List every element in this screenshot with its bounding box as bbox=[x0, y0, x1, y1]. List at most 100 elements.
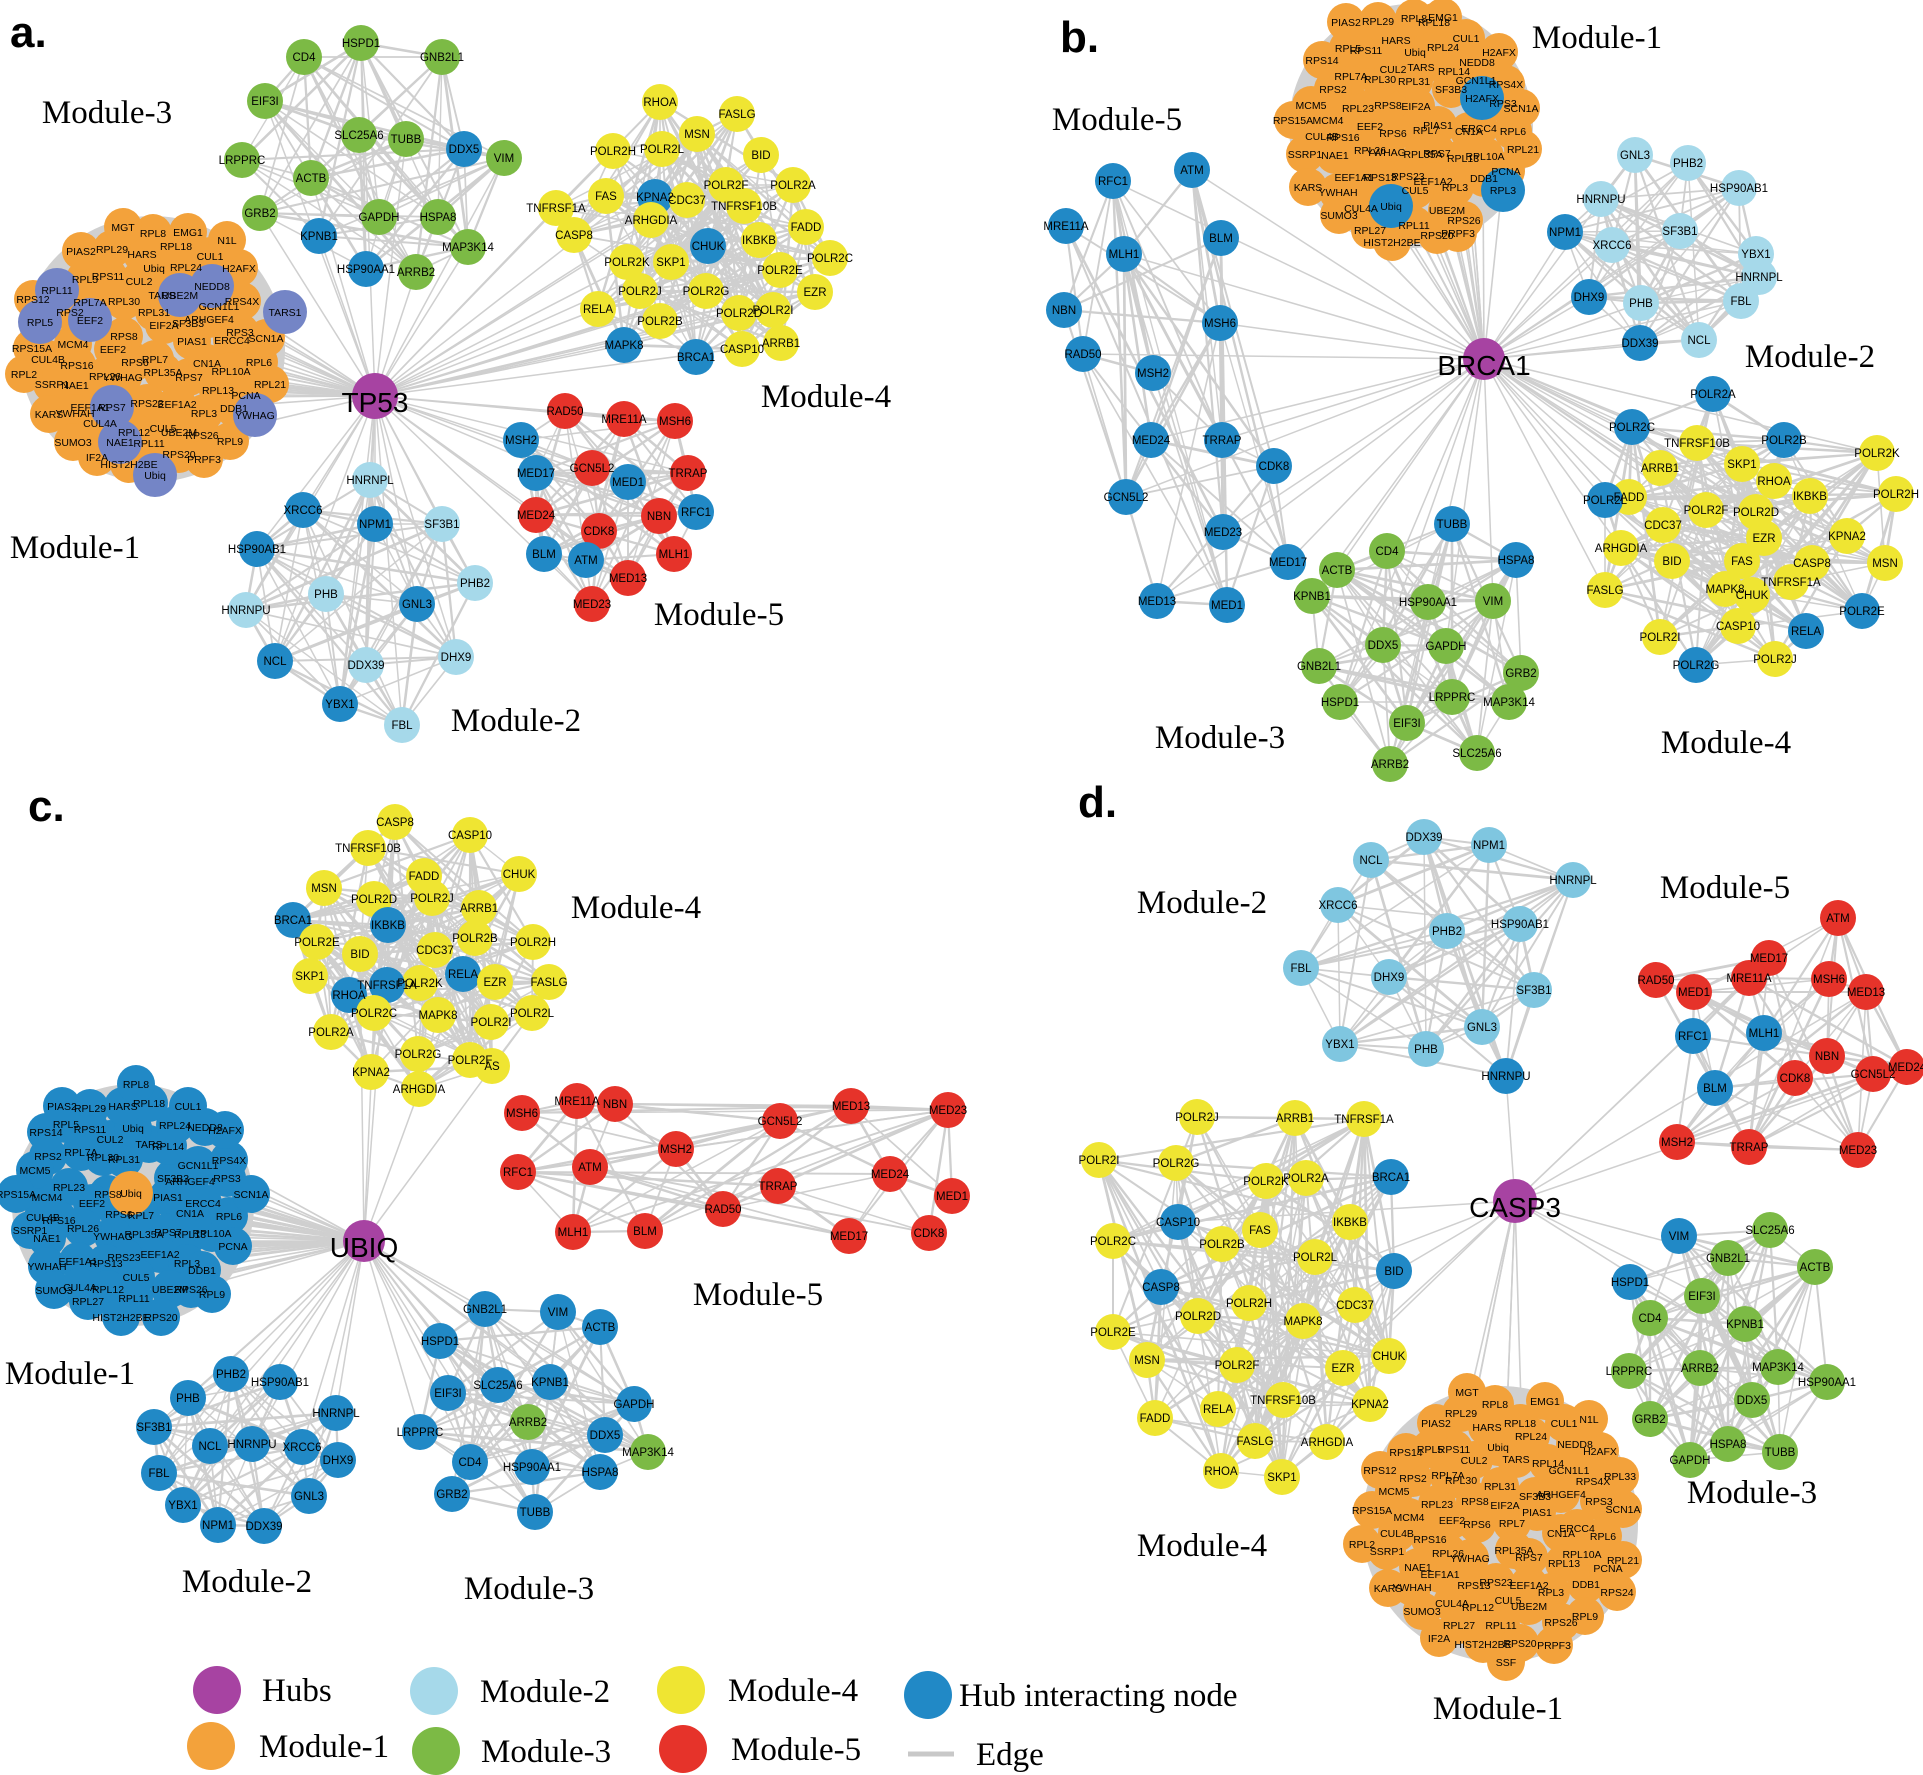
svg-text:MED1: MED1 bbox=[1678, 987, 1710, 999]
svg-text:POLR2L: POLR2L bbox=[1583, 495, 1628, 507]
svg-text:TARS: TARS bbox=[148, 290, 175, 302]
svg-text:POLR2H: POLR2H bbox=[590, 146, 636, 158]
svg-text:TNFRSF1A: TNFRSF1A bbox=[1761, 577, 1821, 589]
svg-text:MED24: MED24 bbox=[871, 1169, 910, 1181]
svg-text:MLH1: MLH1 bbox=[1109, 249, 1140, 261]
svg-text:HSP90AA1: HSP90AA1 bbox=[337, 264, 395, 276]
svg-text:RPS6: RPS6 bbox=[1379, 128, 1407, 140]
svg-text:MAPK8: MAPK8 bbox=[1284, 1316, 1323, 1328]
svg-text:EMG1: EMG1 bbox=[1428, 12, 1458, 24]
svg-text:RAD50: RAD50 bbox=[546, 406, 583, 418]
svg-text:GNB2L1: GNB2L1 bbox=[1297, 661, 1341, 673]
svg-text:ERCC4: ERCC4 bbox=[1559, 1523, 1595, 1535]
svg-text:RPL27: RPL27 bbox=[72, 1296, 104, 1308]
svg-text:CUL1: CUL1 bbox=[1551, 1418, 1578, 1430]
svg-text:KPNB1: KPNB1 bbox=[531, 1377, 569, 1389]
svg-text:ARRB2: ARRB2 bbox=[509, 1417, 547, 1429]
svg-text:RPL13: RPL13 bbox=[1447, 153, 1479, 165]
svg-text:RPL21: RPL21 bbox=[1607, 1555, 1639, 1567]
svg-text:MSH2: MSH2 bbox=[1661, 1137, 1693, 1149]
svg-text:MCM4: MCM4 bbox=[32, 1192, 63, 1204]
svg-text:CDC37: CDC37 bbox=[1336, 1300, 1374, 1312]
svg-text:RPL3: RPL3 bbox=[174, 1258, 200, 1270]
svg-text:RPS4X: RPS4X bbox=[212, 1155, 246, 1167]
svg-text:ATM: ATM bbox=[1826, 913, 1849, 925]
svg-text:CHUK: CHUK bbox=[1736, 590, 1769, 602]
svg-text:POLR2C: POLR2C bbox=[351, 1008, 397, 1020]
svg-text:Ubiq: Ubiq bbox=[143, 263, 165, 275]
svg-text:YBX1: YBX1 bbox=[1325, 1039, 1354, 1051]
svg-text:TARS: TARS bbox=[135, 1139, 162, 1151]
svg-text:RPL7A: RPL7A bbox=[73, 297, 106, 309]
svg-text:UBE2M: UBE2M bbox=[152, 1284, 188, 1296]
svg-text:NEDD8: NEDD8 bbox=[194, 281, 230, 293]
svg-text:HNRNPL: HNRNPL bbox=[1735, 272, 1783, 284]
svg-text:DDX5: DDX5 bbox=[1737, 1395, 1768, 1407]
svg-text:CDK8: CDK8 bbox=[1259, 461, 1290, 473]
svg-text:CASP10: CASP10 bbox=[720, 344, 764, 356]
svg-text:GAPDH: GAPDH bbox=[1670, 1455, 1711, 1467]
svg-text:Module-3: Module-3 bbox=[1687, 1475, 1817, 1511]
svg-text:POLR2D: POLR2D bbox=[1175, 1311, 1221, 1323]
svg-text:MED17: MED17 bbox=[1750, 953, 1788, 965]
svg-text:DDX5: DDX5 bbox=[449, 144, 480, 156]
svg-text:RPL7: RPL7 bbox=[142, 354, 168, 366]
svg-text:CN1A: CN1A bbox=[1547, 1528, 1575, 1540]
svg-text:RPL30: RPL30 bbox=[1445, 1475, 1477, 1487]
svg-text:CUL4A: CUL4A bbox=[1435, 1598, 1469, 1610]
svg-text:YWHAG: YWHAG bbox=[93, 1231, 133, 1243]
svg-text:XRCC6: XRCC6 bbox=[284, 505, 323, 517]
svg-text:POLR2J: POLR2J bbox=[410, 893, 453, 905]
svg-text:EIF2A: EIF2A bbox=[1490, 1500, 1519, 1512]
svg-text:SSRP1: SSRP1 bbox=[35, 379, 70, 391]
svg-text:YWHAG: YWHAG bbox=[235, 410, 275, 422]
svg-text:H2AFX: H2AFX bbox=[1482, 47, 1516, 59]
svg-text:EEF2: EEF2 bbox=[79, 1198, 105, 1210]
svg-text:RPL14: RPL14 bbox=[1532, 1458, 1564, 1470]
svg-text:MGT: MGT bbox=[111, 222, 135, 234]
svg-text:FASLG: FASLG bbox=[1236, 1436, 1273, 1448]
svg-text:BRCA1: BRCA1 bbox=[1372, 1172, 1410, 1184]
svg-text:RPS13: RPS13 bbox=[1457, 1580, 1490, 1592]
svg-text:RPS2: RPS2 bbox=[1319, 84, 1347, 96]
svg-text:PCNA: PCNA bbox=[218, 1241, 247, 1253]
svg-text:HSPA8: HSPA8 bbox=[582, 1467, 619, 1479]
svg-text:IF2A: IF2A bbox=[86, 452, 108, 464]
svg-text:PRPF3: PRPF3 bbox=[1537, 1640, 1571, 1652]
svg-text:RPS15A: RPS15A bbox=[0, 1189, 36, 1201]
svg-text:CDK8: CDK8 bbox=[584, 526, 615, 538]
svg-text:SF3B3: SF3B3 bbox=[1519, 1491, 1551, 1503]
svg-text:BID: BID bbox=[350, 949, 369, 961]
svg-text:ARRB1: ARRB1 bbox=[762, 338, 800, 350]
svg-text:EIF3I: EIF3I bbox=[251, 96, 278, 108]
svg-text:Module-2: Module-2 bbox=[1745, 339, 1875, 375]
svg-text:MED13: MED13 bbox=[1847, 987, 1885, 999]
svg-text:MED24: MED24 bbox=[517, 510, 556, 522]
svg-text:FADD: FADD bbox=[1140, 1413, 1171, 1425]
svg-text:HSPA8: HSPA8 bbox=[420, 212, 457, 224]
svg-text:ACTB: ACTB bbox=[1322, 565, 1353, 577]
svg-text:MAPK8: MAPK8 bbox=[605, 340, 644, 352]
svg-text:RPL35A: RPL35A bbox=[124, 1229, 163, 1241]
svg-text:HSP90AB1: HSP90AB1 bbox=[1491, 919, 1549, 931]
svg-text:EEF1A2: EEF1A2 bbox=[1509, 1580, 1548, 1592]
svg-text:FAS: FAS bbox=[595, 191, 617, 203]
svg-text:RPL26: RPL26 bbox=[1354, 145, 1386, 157]
svg-text:GCN5L2: GCN5L2 bbox=[758, 1116, 803, 1128]
svg-text:DHX9: DHX9 bbox=[1574, 292, 1605, 304]
svg-text:DDX39: DDX39 bbox=[1405, 832, 1442, 844]
svg-text:RPL8: RPL8 bbox=[140, 228, 166, 240]
svg-text:LRPPRC: LRPPRC bbox=[1429, 692, 1476, 704]
svg-text:NBN: NBN bbox=[603, 1099, 627, 1111]
svg-text:SKP1: SKP1 bbox=[1267, 1472, 1296, 1484]
svg-text:Module-2: Module-2 bbox=[480, 1674, 610, 1710]
svg-text:RPS24: RPS24 bbox=[1600, 1587, 1633, 1599]
svg-text:Module-2: Module-2 bbox=[182, 1564, 312, 1600]
svg-text:RPL3: RPL3 bbox=[1490, 185, 1516, 197]
svg-text:TARS: TARS bbox=[1407, 62, 1434, 74]
svg-text:UBIQ: UBIQ bbox=[330, 1232, 398, 1263]
svg-text:MSN: MSN bbox=[311, 883, 337, 895]
svg-text:Module-1: Module-1 bbox=[1532, 20, 1662, 56]
svg-text:NPM1: NPM1 bbox=[1473, 840, 1505, 852]
svg-text:MRE11A: MRE11A bbox=[554, 1096, 599, 1108]
